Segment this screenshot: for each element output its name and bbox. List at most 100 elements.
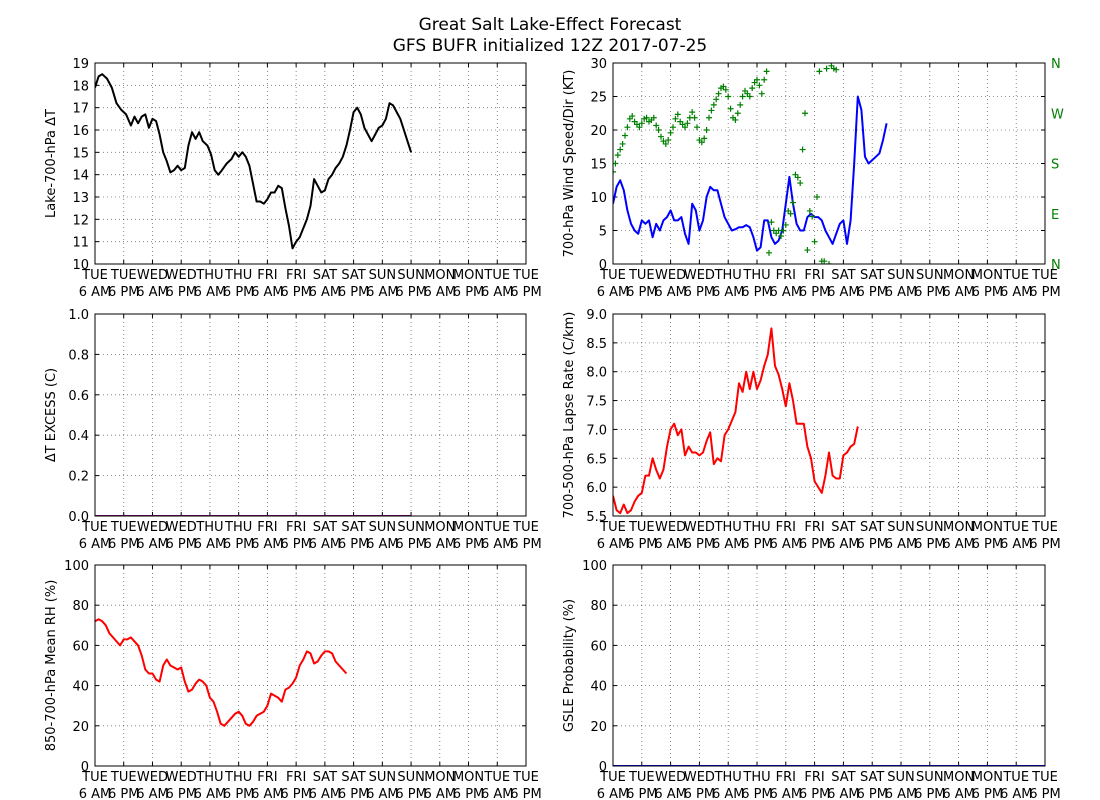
y-tick-label: 11 [72, 236, 89, 251]
x-tick-label: THU [195, 520, 223, 535]
y-tick-label: 16 [72, 124, 89, 139]
direction-point [814, 194, 820, 200]
x-tick-label: 6 AM [770, 787, 803, 800]
x-tick-label: 6 AM [654, 285, 687, 300]
x-tick-label: 6 AM [251, 537, 284, 552]
y-tick-label: 17 [72, 102, 89, 117]
x-tick-label: TUE [1031, 520, 1058, 535]
y-tick-label: 80 [72, 599, 89, 614]
x-tick-label: TUE [599, 520, 626, 535]
x-tick-label: 6 AM [424, 537, 457, 552]
x-tick-label: 6 AM [424, 285, 457, 300]
x-tick-label: WED [166, 770, 197, 785]
x-tick-label: MON [972, 520, 1003, 535]
x-tick-label: MON [943, 268, 974, 283]
y-axis-label: GSLE Probability (%) [562, 599, 577, 732]
direction-point [797, 180, 804, 187]
x-tick-label: 6 AM [827, 285, 860, 300]
grid-lines [613, 565, 1045, 766]
x-tick-label: 6 AM [481, 285, 514, 300]
direction-point [727, 105, 734, 112]
direction-point [761, 76, 768, 83]
direction-point [710, 101, 717, 108]
x-tick-label: 6 PM [338, 787, 369, 800]
x-tick-label: SUN [887, 520, 915, 535]
x-tick-label: SAT [341, 268, 365, 283]
x-tick-label: FRI [804, 520, 824, 535]
direction-point [665, 137, 672, 144]
x-tick-label: MON [943, 770, 974, 785]
direction-point [758, 90, 765, 97]
direction-tick-label: E [1051, 208, 1059, 223]
x-tick-label: 6 AM [597, 787, 630, 800]
y-tick-label: 10 [72, 258, 89, 273]
x-tick-label: TUE [81, 268, 108, 283]
x-tick-label: SUN [369, 770, 397, 785]
y-axis-label: 700-hPa Wind Speed/Dir (KT) [562, 70, 577, 258]
direction-point [720, 83, 727, 90]
direction-point [658, 133, 664, 140]
x-tick-label: 6 AM [424, 787, 457, 800]
x-tick-label: THU [195, 770, 223, 785]
plot-frame [94, 313, 527, 517]
x-tick-label: 6 PM [453, 285, 484, 300]
grid-lines [95, 565, 526, 766]
x-tick-label: 6 AM [942, 787, 975, 800]
x-tick-label: 6 AM [1000, 537, 1033, 552]
direction-point [617, 146, 624, 153]
direction-point [782, 221, 789, 228]
x-tick-label: SAT [313, 268, 337, 283]
y-tick-label: 0 [599, 258, 607, 273]
x-tick-label: 6 AM [712, 285, 745, 300]
series-group [613, 327, 859, 515]
direction-point [780, 227, 787, 234]
direction-point [766, 249, 772, 256]
x-tick-label: 6 PM [280, 537, 311, 552]
x-tick-label: 6 AM [251, 285, 284, 300]
x-tick-label: MON [424, 520, 455, 535]
y-tick-label: 80 [590, 599, 607, 614]
x-tick-label: WED [655, 770, 686, 785]
x-tick-label: 6 PM [972, 787, 1003, 800]
direction-point [655, 127, 662, 133]
x-tick-label: 6 PM [165, 787, 196, 800]
x-tick-label: SAT [860, 770, 884, 785]
x-tick-label: 6 PM [684, 787, 715, 800]
plot-frame [612, 313, 1046, 517]
x-tick-label: 6 AM [1000, 787, 1033, 800]
direction-point [613, 168, 616, 175]
x-tick-label: 6 AM [654, 537, 687, 552]
direction-point [763, 68, 770, 75]
y-tick-label: 18 [72, 79, 89, 94]
y-tick-label: 9.0 [586, 308, 607, 323]
x-tick-label: 6 AM [194, 285, 227, 300]
direction-point [706, 114, 712, 121]
x-tick-label: 6 PM [741, 285, 772, 300]
direction-point [670, 124, 676, 131]
x-tick-label: FRI [286, 770, 306, 785]
x-tick-label: 6 PM [914, 537, 945, 552]
direction-point [636, 124, 643, 131]
y-tick-label: 20 [590, 124, 607, 139]
x-tick-label: 6 PM [914, 787, 945, 800]
x-tick-label: SUN [916, 770, 944, 785]
x-tick-label: 6 PM [453, 537, 484, 552]
y-axis-label: ΔT EXCESS (C) [44, 368, 59, 462]
x-tick-label: 6 PM [165, 285, 196, 300]
x-tick-label: 6 PM [223, 285, 254, 300]
y-tick-label: 1.0 [68, 308, 89, 323]
x-tick-label: 6 PM [856, 787, 887, 800]
x-tick-label: 6 PM [684, 285, 715, 300]
direction-point [650, 114, 657, 121]
x-tick-label: THU [224, 770, 252, 785]
x-tick-label: 6 PM [395, 787, 426, 800]
x-tick-label: TUE [628, 770, 655, 785]
y-tick-label: 25 [590, 91, 607, 106]
x-tick-label: 6 PM [108, 285, 139, 300]
x-tick-label: 6 AM [194, 537, 227, 552]
x-tick-label: THU [714, 520, 742, 535]
